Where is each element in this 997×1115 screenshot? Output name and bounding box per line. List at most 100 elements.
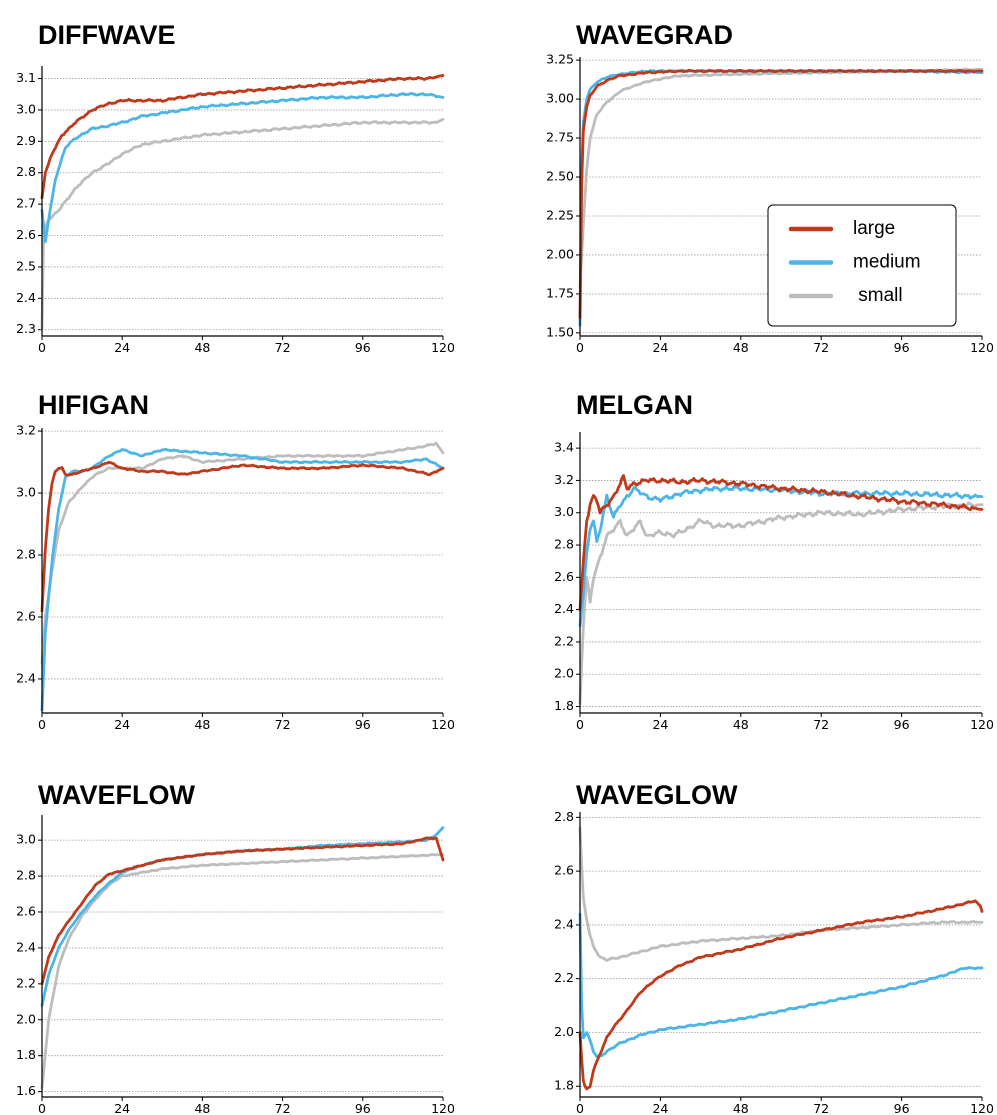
- x-tick-label: 120: [970, 340, 994, 355]
- y-tick-label: 3.0: [554, 504, 574, 519]
- y-tick-label: 2.6: [16, 608, 36, 623]
- panel-wavegrad: WAVEGRAD 1.50 1.75 2.00 2.25 2.50 2.75 3.00 3.25…: [546, 20, 994, 355]
- y-tick-label: 2.8: [554, 809, 574, 824]
- x-tick-label: 48: [194, 340, 210, 355]
- x-tick-label: 96: [355, 1101, 371, 1115]
- panel-melgan: MELGAN 1.8 2.0 2.2 2.4 2.6 2.8 3.0 3.2 3.4 0 24 48 72…: [554, 390, 994, 732]
- y-tick-label: 3.25: [546, 52, 574, 67]
- x-tick-label: 48: [733, 717, 749, 732]
- y-tick-label: 2.0: [554, 1024, 574, 1039]
- y-tick-label: 1.8: [16, 1047, 36, 1062]
- series-line-medium: [40, 91, 445, 244]
- y-tick-label: 3.00: [546, 91, 574, 106]
- legend-label-small: small: [853, 285, 903, 306]
- x-tick-label: 72: [275, 340, 291, 355]
- series-line-medium: [578, 912, 984, 1058]
- series-line-small: [40, 853, 445, 1090]
- chart-title: HIFIGAN: [38, 390, 149, 420]
- x-tick-label: 72: [813, 1101, 829, 1115]
- y-tick-label: 2.4: [16, 670, 36, 685]
- y-tick-label: 2.3: [16, 321, 36, 336]
- y-tick-label: 2.8: [16, 164, 36, 179]
- x-tick-label: 120: [431, 1101, 455, 1115]
- y-tick-label: 2.0: [554, 666, 574, 681]
- x-tick-label: 48: [733, 340, 749, 355]
- x-tick-label: 120: [970, 717, 994, 732]
- chart-title: WAVEFLOW: [38, 780, 195, 810]
- y-tick-label: 1.6: [16, 1083, 36, 1098]
- y-tick-label: 3.0: [16, 485, 36, 500]
- legend: large medium small: [767, 204, 957, 327]
- y-tick-label: 2.50: [546, 169, 574, 184]
- y-tick-label: 2.4: [16, 290, 36, 305]
- x-tick-label: 48: [194, 1101, 210, 1115]
- y-tick-label: 2.2: [554, 970, 574, 985]
- series-line-large: [578, 474, 984, 612]
- y-tick-label: 2.4: [16, 939, 36, 954]
- panel-hifigan: HIFIGAN 2.4 2.6 2.8 3.0 3.2 0 24 48 72 96 120: [16, 390, 455, 732]
- x-tick-label: 120: [431, 717, 455, 732]
- x-tick-label: 0: [38, 1101, 46, 1115]
- series-line-small: [578, 501, 984, 705]
- x-tick-label: 96: [894, 1101, 910, 1115]
- series-line-large: [40, 74, 445, 200]
- x-tick-label: 24: [652, 1101, 668, 1115]
- x-tick-label: 96: [894, 340, 910, 355]
- y-tick-label: 2.8: [16, 868, 36, 883]
- series-line-large: [40, 836, 445, 986]
- y-tick-label: 2.2: [554, 633, 574, 648]
- x-tick-label: 96: [894, 717, 910, 732]
- y-tick-label: 2.4: [554, 916, 574, 931]
- y-tick-label: 2.6: [16, 227, 36, 242]
- chart-title: MELGAN: [576, 390, 693, 420]
- y-tick-label: 1.8: [554, 1078, 574, 1093]
- legend-label-large: large: [853, 218, 895, 239]
- series-line-large: [40, 460, 445, 613]
- x-tick-label: 0: [38, 717, 46, 732]
- x-tick-label: 120: [970, 1101, 994, 1115]
- x-tick-label: 120: [431, 340, 455, 355]
- y-tick-label: 3.2: [554, 472, 574, 487]
- x-tick-label: 72: [275, 717, 291, 732]
- y-tick-label: 2.6: [16, 903, 36, 918]
- panel-waveflow: WAVEFLOW 1.6 1.8 2.0 2.2 2.4 2.6 2.8 3.0 0 24 48 72 9…: [16, 780, 455, 1115]
- series-line-medium: [578, 485, 984, 628]
- x-tick-label: 24: [114, 717, 130, 732]
- legend-label-medium: medium: [853, 252, 921, 273]
- chart-title: WAVEGLOW: [576, 780, 738, 810]
- x-tick-label: 96: [355, 717, 371, 732]
- x-tick-label: 24: [114, 340, 130, 355]
- y-tick-label: 2.25: [546, 207, 574, 222]
- series-line-small: [40, 441, 445, 665]
- x-tick-label: 24: [652, 717, 668, 732]
- y-tick-label: 2.6: [554, 863, 574, 878]
- y-tick-label: 2.5: [16, 258, 36, 273]
- y-tick-label: 2.9: [16, 133, 36, 148]
- x-tick-label: 0: [576, 1101, 584, 1115]
- x-tick-label: 72: [813, 717, 829, 732]
- y-tick-label: 2.4: [554, 601, 574, 616]
- y-tick-label: 1.8: [554, 698, 574, 713]
- series-line-medium: [40, 447, 445, 712]
- series-line-large: [578, 899, 984, 1091]
- x-tick-label: 72: [275, 1101, 291, 1115]
- y-tick-label: 2.8: [554, 537, 574, 552]
- y-tick-label: 3.1: [16, 70, 36, 85]
- y-tick-label: 3.2: [16, 423, 36, 438]
- y-tick-label: 3.4: [554, 440, 574, 455]
- x-tick-label: 96: [355, 340, 371, 355]
- panel-waveglow: WAVEGLOW 1.8 2.0 2.2 2.4 2.6 2.8 0 24 48 72 96 120: [554, 780, 994, 1115]
- y-tick-label: 2.7: [16, 196, 36, 211]
- x-tick-label: 0: [576, 340, 584, 355]
- series-line-medium: [40, 826, 445, 1007]
- y-tick-label: 1.75: [546, 285, 574, 300]
- y-tick-label: 2.00: [546, 246, 574, 261]
- series-line-small: [578, 826, 984, 962]
- y-tick-label: 2.8: [16, 547, 36, 562]
- x-tick-label: 48: [733, 1101, 749, 1115]
- y-tick-label: 3.0: [16, 101, 36, 116]
- chart-title: WAVEGRAD: [576, 20, 733, 50]
- y-tick-label: 1.50: [546, 324, 574, 339]
- x-tick-label: 24: [114, 1101, 130, 1115]
